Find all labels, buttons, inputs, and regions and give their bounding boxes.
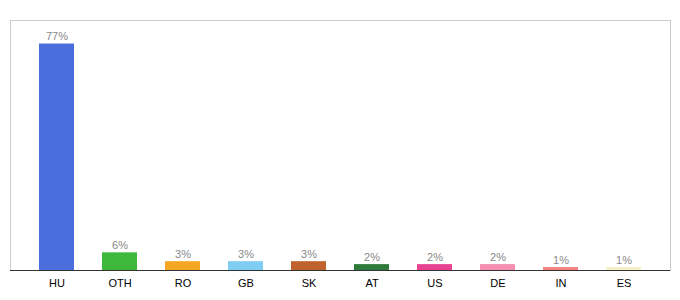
svg-text:3%: 3% — [238, 248, 254, 260]
svg-text:3%: 3% — [175, 248, 191, 260]
svg-text:1%: 1% — [553, 254, 569, 266]
svg-text:GB: GB — [238, 277, 254, 289]
svg-text:2%: 2% — [427, 251, 443, 263]
svg-text:2%: 2% — [364, 251, 380, 263]
svg-text:AT: AT — [365, 277, 379, 289]
svg-text:1%: 1% — [616, 254, 632, 266]
svg-text:IN: IN — [556, 277, 567, 289]
svg-text:ES: ES — [617, 277, 632, 289]
svg-text:US: US — [427, 277, 442, 289]
svg-text:2%: 2% — [490, 251, 506, 263]
svg-text:77%: 77% — [46, 30, 68, 42]
svg-text:3%: 3% — [301, 248, 317, 260]
svg-text:RO: RO — [175, 277, 192, 289]
svg-text:SK: SK — [302, 277, 317, 289]
svg-text:DE: DE — [490, 277, 505, 289]
svg-text:6%: 6% — [112, 239, 128, 251]
svg-text:HU: HU — [49, 277, 65, 289]
svg-text:OTH: OTH — [108, 277, 131, 289]
